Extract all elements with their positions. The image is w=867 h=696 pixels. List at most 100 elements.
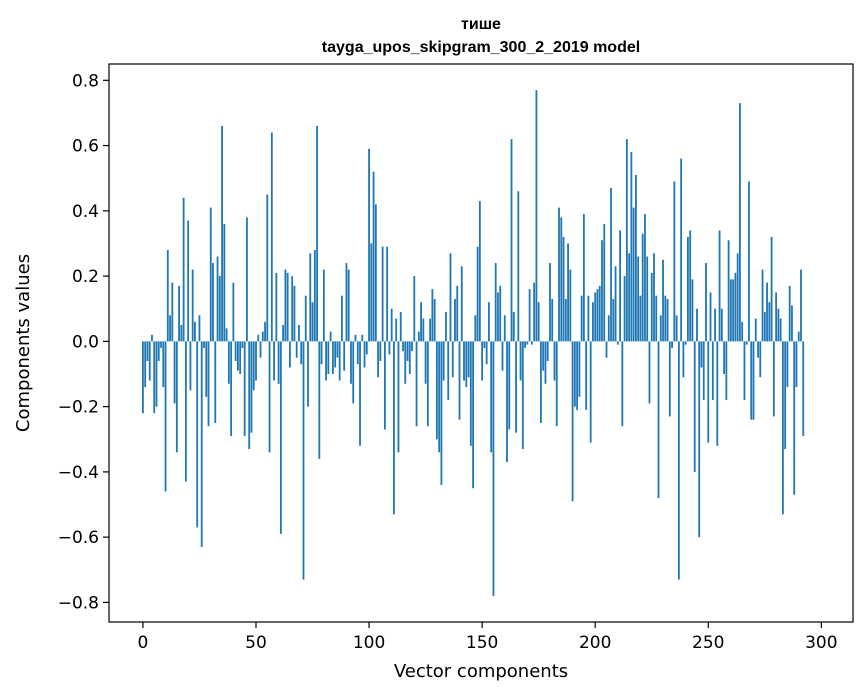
bar bbox=[345, 263, 348, 342]
x-axis-label: Vector components bbox=[394, 661, 568, 682]
bar bbox=[402, 341, 404, 352]
bar bbox=[671, 341, 673, 348]
bar bbox=[352, 341, 355, 404]
bar bbox=[341, 295, 343, 342]
bar bbox=[537, 302, 540, 342]
bar bbox=[331, 341, 334, 374]
bar bbox=[587, 295, 590, 342]
bars-group bbox=[142, 90, 805, 596]
bar bbox=[635, 174, 637, 342]
bar bbox=[397, 341, 400, 453]
bar bbox=[603, 223, 606, 342]
bar bbox=[628, 253, 631, 342]
bar bbox=[653, 253, 655, 342]
bar bbox=[368, 148, 370, 342]
chart-title-line2: tayga_upos_skipgram_300_2_2019 model bbox=[322, 39, 640, 56]
bar bbox=[648, 341, 651, 404]
bar bbox=[293, 285, 296, 342]
bar bbox=[381, 246, 384, 342]
bar bbox=[307, 341, 309, 407]
bar bbox=[481, 341, 484, 381]
bar bbox=[725, 341, 728, 401]
bar bbox=[664, 295, 667, 342]
bar bbox=[501, 341, 504, 371]
bar bbox=[327, 341, 330, 374]
bar bbox=[723, 341, 726, 374]
bar bbox=[467, 341, 470, 378]
bar bbox=[741, 321, 744, 342]
bar bbox=[766, 282, 768, 342]
bar bbox=[379, 341, 382, 361]
x-tick-label: 250 bbox=[692, 633, 724, 653]
bar bbox=[515, 341, 517, 433]
bar bbox=[356, 341, 359, 365]
bar bbox=[521, 341, 524, 450]
bar bbox=[610, 188, 612, 342]
bar bbox=[540, 341, 542, 423]
bar bbox=[164, 341, 167, 492]
bar bbox=[752, 341, 755, 420]
bar bbox=[784, 341, 787, 450]
bar bbox=[205, 341, 208, 397]
bar bbox=[494, 263, 497, 342]
bar bbox=[621, 341, 624, 427]
y-tick-label: 0.6 bbox=[72, 137, 99, 157]
x-tick-label: 300 bbox=[805, 633, 837, 653]
bar bbox=[286, 272, 289, 342]
bar bbox=[601, 240, 603, 342]
bar bbox=[463, 341, 465, 381]
bar bbox=[693, 341, 696, 472]
bar bbox=[354, 334, 357, 342]
bar bbox=[569, 269, 572, 342]
bar bbox=[558, 207, 560, 342]
bar bbox=[377, 341, 380, 378]
bar bbox=[237, 341, 239, 371]
bar bbox=[553, 341, 556, 381]
bar bbox=[781, 341, 784, 515]
bar bbox=[641, 233, 644, 342]
bar bbox=[313, 250, 316, 342]
bar bbox=[720, 308, 723, 342]
bar bbox=[696, 308, 698, 342]
bar bbox=[386, 246, 389, 342]
y-tick-label: −0.4 bbox=[58, 463, 99, 483]
bar bbox=[474, 315, 477, 342]
x-tick-label: 50 bbox=[245, 633, 267, 653]
bar bbox=[623, 276, 626, 342]
bar bbox=[497, 292, 499, 342]
bar bbox=[530, 341, 533, 345]
bar bbox=[594, 292, 597, 342]
bar bbox=[682, 341, 685, 378]
bar bbox=[465, 341, 468, 388]
bar bbox=[273, 341, 275, 381]
bar bbox=[363, 341, 366, 368]
bar bbox=[214, 341, 217, 423]
bar bbox=[347, 269, 350, 342]
bar bbox=[571, 341, 574, 502]
bar bbox=[370, 243, 373, 342]
bar bbox=[802, 341, 805, 436]
bar bbox=[795, 341, 798, 388]
bar bbox=[350, 341, 352, 384]
bar bbox=[488, 302, 490, 342]
bar bbox=[173, 341, 176, 404]
bar bbox=[449, 253, 452, 342]
bar bbox=[390, 308, 393, 342]
bar bbox=[503, 315, 506, 342]
bar bbox=[469, 341, 472, 446]
bar bbox=[492, 341, 495, 596]
bar bbox=[334, 341, 337, 368]
bar bbox=[456, 285, 459, 342]
bar bbox=[383, 341, 386, 430]
bar bbox=[596, 289, 599, 342]
x-axis-ticks: 0 50 100 150 200 250 300 bbox=[138, 622, 838, 653]
bar bbox=[180, 325, 183, 342]
bar bbox=[775, 292, 778, 342]
bar bbox=[243, 341, 246, 436]
bar bbox=[727, 240, 730, 342]
chart-title-line1: тише bbox=[461, 16, 501, 33]
bar bbox=[499, 285, 502, 342]
bar bbox=[153, 341, 156, 414]
bar bbox=[788, 285, 791, 342]
bar bbox=[637, 256, 640, 342]
